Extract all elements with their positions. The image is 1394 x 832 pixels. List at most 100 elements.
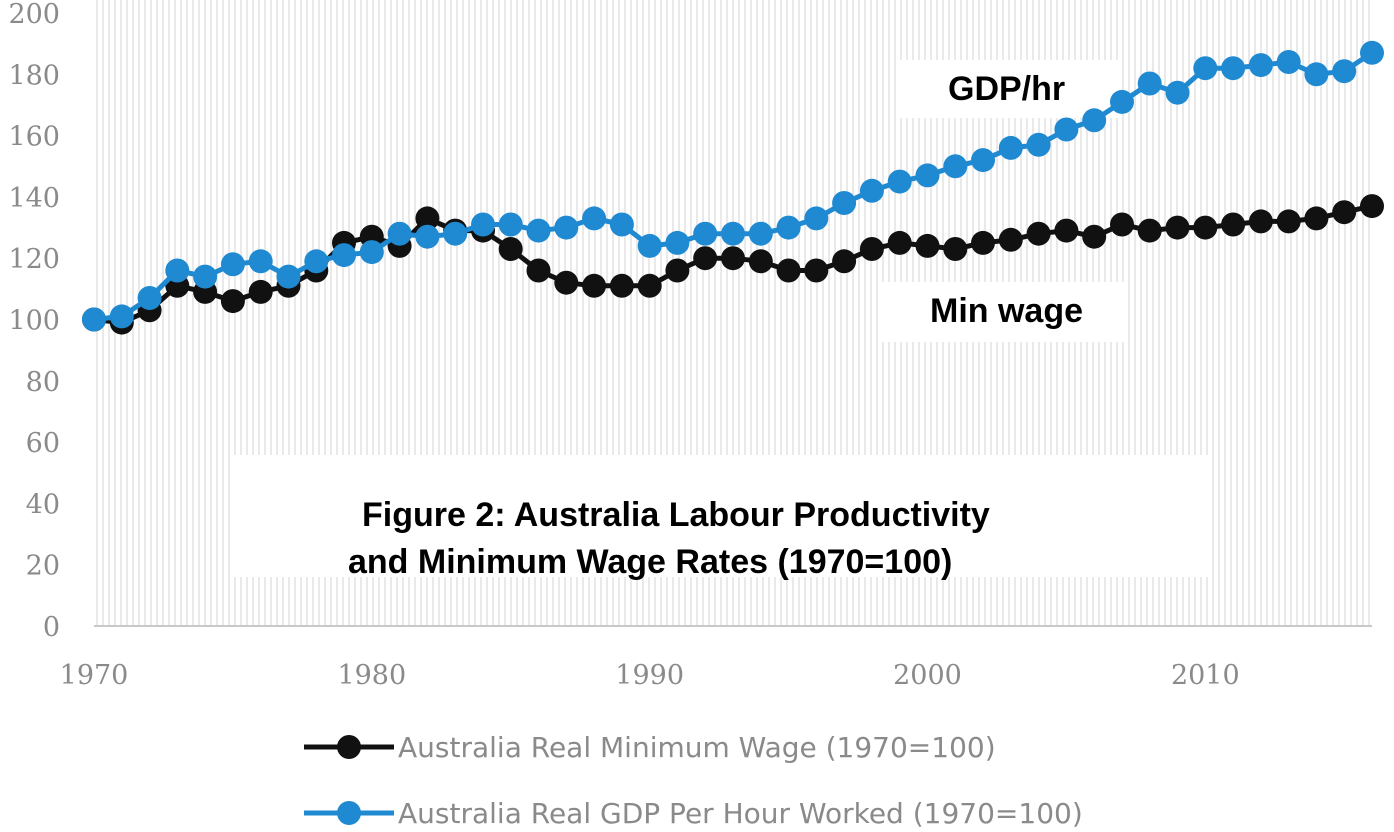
data-point-minwage-2003 xyxy=(998,227,1023,252)
data-point-gdp-2015 xyxy=(1332,59,1357,84)
data-point-gdp-1988 xyxy=(582,206,607,231)
data-point-gdp-1992 xyxy=(693,221,718,246)
data-point-gdp-1979 xyxy=(332,243,356,268)
data-point-minwage-1995 xyxy=(776,258,801,283)
series-gdp xyxy=(82,40,1384,332)
data-point-gdp-1995 xyxy=(776,215,801,240)
data-point-gdp-2011 xyxy=(1221,56,1246,81)
legend-item-minwage: Australia Real Minimum Wage (1970=100) xyxy=(304,731,996,764)
data-point-gdp-1993 xyxy=(721,221,745,246)
data-point-gdp-1976 xyxy=(248,249,273,274)
data-point-gdp-2010 xyxy=(1193,56,1218,81)
data-point-minwage-2005 xyxy=(1054,218,1079,243)
data-point-gdp-1989 xyxy=(609,212,634,237)
data-point-minwage-2000 xyxy=(915,233,940,258)
y-tick-label-160: 160 xyxy=(8,122,60,153)
data-point-minwage-1975 xyxy=(220,289,245,314)
data-point-gdp-2000 xyxy=(915,163,940,188)
data-point-gdp-1984 xyxy=(471,212,495,237)
data-point-gdp-1973 xyxy=(165,258,190,283)
x-tick-label-2010: 2010 xyxy=(1171,660,1240,691)
data-point-gdp-1983 xyxy=(443,221,468,246)
legend-label-gdp: Australia Real GDP Per Hour Worked (1970… xyxy=(398,797,1083,830)
gdp-annotation-background xyxy=(900,60,1120,118)
data-point-gdp-1978 xyxy=(304,249,329,274)
x-tick-label-1990: 1990 xyxy=(615,660,684,691)
data-point-gdp-2013 xyxy=(1276,50,1301,74)
y-tick-label-140: 140 xyxy=(8,183,60,214)
data-point-gdp-2014 xyxy=(1304,62,1329,87)
data-point-minwage-1987 xyxy=(554,270,579,295)
data-point-minwage-2012 xyxy=(1248,209,1273,234)
data-point-gdp-1998 xyxy=(859,178,884,203)
data-point-minwage-1976 xyxy=(248,279,273,304)
data-point-gdp-2002 xyxy=(971,148,995,173)
legend-item-gdp: Australia Real GDP Per Hour Worked (1970… xyxy=(304,797,1083,830)
chart-title-line-2: and Minimum Wage Rates (1970=100) xyxy=(348,543,952,581)
data-point-gdp-1981 xyxy=(387,221,412,246)
legend: Australia Real Minimum Wage (1970=100) A… xyxy=(304,731,1083,830)
data-point-gdp-1974 xyxy=(193,264,218,289)
data-point-gdp-1977 xyxy=(276,264,301,289)
data-point-gdp-1982 xyxy=(415,224,440,249)
data-point-gdp-1990 xyxy=(637,233,662,258)
data-point-minwage-1998 xyxy=(859,237,884,261)
y-tick-label-200: 200 xyxy=(8,0,60,30)
minwage-annotation-background xyxy=(880,282,1128,342)
data-point-gdp-1970 xyxy=(82,307,106,332)
y-tick-label-60: 60 xyxy=(26,428,60,459)
data-point-gdp-2003 xyxy=(998,135,1023,160)
data-point-gdp-1975 xyxy=(220,252,245,277)
data-point-minwage-1997 xyxy=(832,249,857,274)
legend-marker-minwage xyxy=(337,735,361,759)
data-point-gdp-2009 xyxy=(1165,80,1190,105)
data-point-minwage-2008 xyxy=(1137,218,1162,243)
data-point-minwage-2006 xyxy=(1082,224,1107,249)
data-point-minwage-2001 xyxy=(943,237,968,261)
data-point-minwage-2010 xyxy=(1193,215,1218,240)
data-point-minwage-2007 xyxy=(1110,212,1134,237)
x-tick-label-1980: 1980 xyxy=(337,660,406,691)
data-point-minwage-1985 xyxy=(498,237,523,261)
title-background xyxy=(232,455,1212,577)
data-point-minwage-2011 xyxy=(1221,212,1246,237)
y-tick-label-120: 120 xyxy=(8,244,60,275)
data-point-minwage-1989 xyxy=(609,273,634,298)
data-point-gdp-2006 xyxy=(1082,108,1107,133)
minwage-annotation: Min wage xyxy=(930,292,1083,330)
x-axis-ticks: 1970 1980 1990 2000 2010 xyxy=(60,660,1240,691)
x-tick-label-2000: 2000 xyxy=(893,660,962,691)
gdp-annotation: GDP/hr xyxy=(948,70,1065,108)
data-point-gdp-1971 xyxy=(109,304,134,329)
data-point-gdp-2012 xyxy=(1248,53,1273,78)
data-point-gdp-1994 xyxy=(748,221,773,246)
chart-title-line-1: Figure 2: Australia Labour Productivity xyxy=(362,496,990,534)
y-tick-label-40: 40 xyxy=(26,489,60,520)
data-point-gdp-2008 xyxy=(1137,71,1162,96)
data-point-gdp-2005 xyxy=(1054,117,1079,142)
data-point-gdp-1986 xyxy=(526,218,551,243)
data-point-minwage-2016 xyxy=(1360,194,1384,219)
data-point-gdp-1999 xyxy=(887,169,912,194)
data-point-minwage-1986 xyxy=(526,258,551,283)
data-point-minwage-2009 xyxy=(1165,215,1190,240)
data-point-gdp-1985 xyxy=(498,212,523,237)
y-axis-ticks: 0 20 40 60 80 100 120 140 160 180 200 xyxy=(8,0,60,643)
data-point-minwage-2002 xyxy=(971,230,995,255)
data-point-minwage-2014 xyxy=(1304,206,1329,231)
y-tick-label-0: 0 xyxy=(43,612,60,643)
data-point-minwage-2004 xyxy=(1026,221,1051,246)
data-point-minwage-1996 xyxy=(804,258,829,283)
data-point-minwage-1993 xyxy=(721,246,745,271)
data-point-gdp-1980 xyxy=(359,240,384,265)
data-point-gdp-1972 xyxy=(137,286,162,310)
x-tick-label-1970: 1970 xyxy=(60,660,129,691)
data-point-minwage-1991 xyxy=(665,258,690,283)
data-point-gdp-2007 xyxy=(1110,89,1134,114)
data-point-minwage-2013 xyxy=(1276,209,1301,234)
data-point-minwage-1992 xyxy=(693,246,718,271)
data-point-minwage-1982 xyxy=(415,206,440,231)
data-point-minwage-1988 xyxy=(582,273,607,298)
